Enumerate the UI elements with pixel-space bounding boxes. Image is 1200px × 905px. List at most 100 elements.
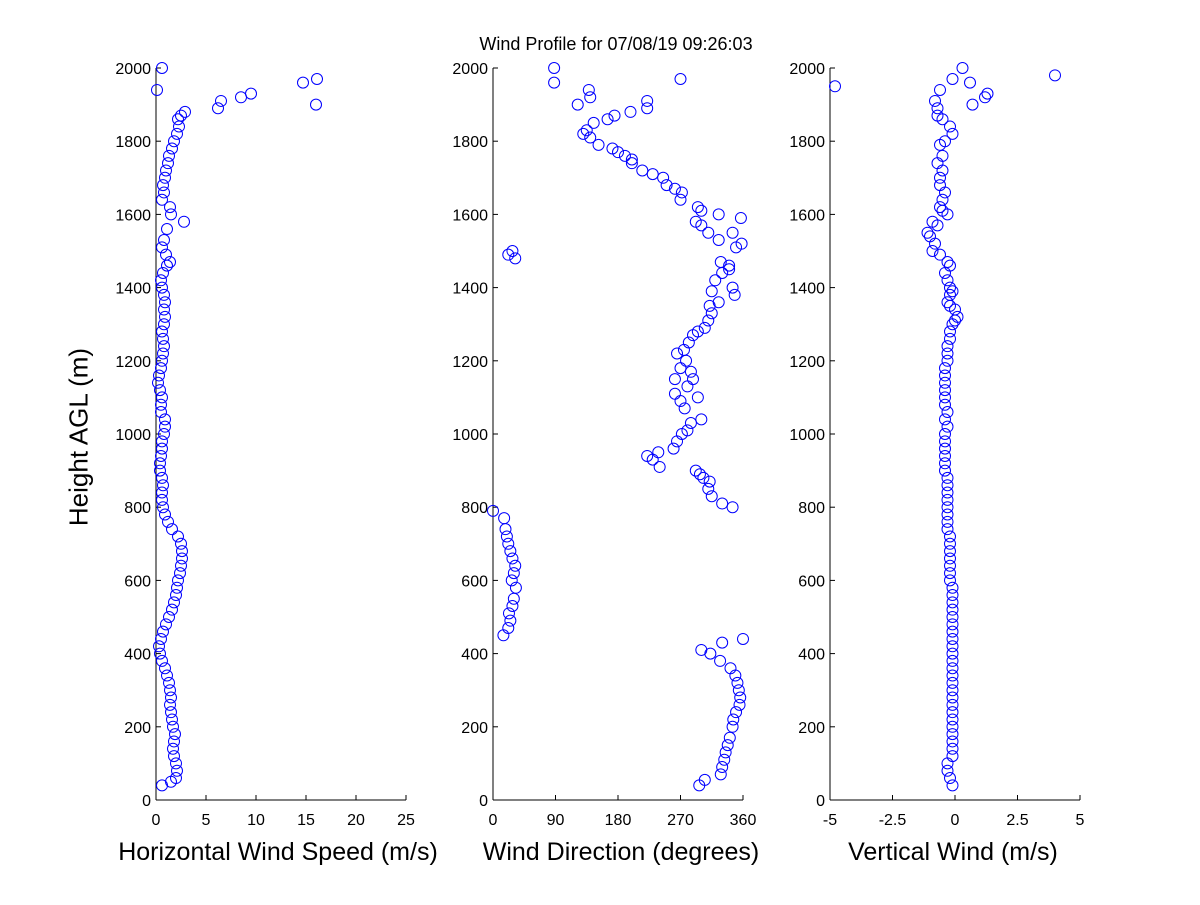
data-point: [507, 567, 520, 580]
data-point: [946, 691, 959, 704]
data-point: [939, 457, 951, 470]
data-point: [657, 171, 670, 184]
data-point: [734, 691, 747, 704]
data-point: [175, 537, 187, 550]
data-point: [641, 94, 654, 107]
data-point: [946, 611, 959, 623]
data-point: [158, 288, 170, 301]
data-point: [179, 105, 191, 118]
data-point: [689, 215, 702, 228]
y-tick-label: 1000: [452, 427, 488, 444]
y-tick-label: 1600: [789, 207, 825, 224]
x-tick-label: 15: [297, 812, 315, 829]
data-point: [156, 281, 168, 294]
data-point: [674, 362, 687, 375]
data-point: [727, 713, 740, 726]
data-point: [156, 654, 168, 667]
y-tick-label: 1800: [115, 134, 151, 151]
data-point: [716, 761, 729, 774]
data-point: [702, 482, 715, 495]
data-point: [941, 354, 954, 367]
data-point: [178, 215, 190, 228]
data-point: [941, 340, 954, 353]
data-point: [723, 263, 736, 276]
data-point: [157, 332, 169, 345]
data-point: [155, 632, 167, 645]
data-point: [504, 545, 517, 558]
data-point: [668, 387, 681, 400]
data-point: [153, 640, 165, 653]
data-point: [156, 325, 168, 338]
data-point: [156, 486, 168, 499]
x-tick-label: 0: [152, 812, 161, 829]
data-point: [939, 391, 951, 404]
y-tick-label: 400: [798, 647, 825, 664]
data-point: [671, 347, 684, 360]
data-point: [154, 384, 166, 397]
data-point: [506, 245, 519, 257]
data-point: [712, 234, 725, 247]
x-tick-label: 5: [202, 812, 211, 829]
data-point: [172, 113, 184, 126]
data-point: [504, 614, 517, 627]
data-point: [944, 530, 956, 543]
y-tick-label: 600: [461, 573, 488, 590]
data-point: [724, 662, 737, 675]
data-point: [939, 135, 951, 148]
data-point: [944, 288, 956, 301]
data-point: [734, 212, 747, 225]
data-point: [509, 559, 522, 572]
data-point: [719, 746, 732, 759]
data-point: [981, 87, 994, 100]
data-point: [164, 698, 176, 711]
data-point: [168, 735, 180, 748]
data-point: [939, 384, 951, 397]
data-point: [159, 413, 171, 426]
data-point: [941, 347, 954, 360]
data-point: [936, 164, 949, 177]
data-point: [164, 255, 176, 268]
data-point: [618, 149, 631, 162]
data-point: [652, 446, 665, 459]
data-point: [548, 62, 561, 74]
data-point: [929, 94, 941, 107]
data-point: [668, 182, 681, 195]
data-point: [939, 369, 951, 382]
data-point: [176, 545, 188, 558]
data-point: [946, 669, 959, 682]
data-point: [941, 515, 954, 528]
data-point: [726, 720, 739, 733]
data-point: [691, 201, 704, 214]
data-point: [946, 618, 959, 631]
data-point: [931, 102, 944, 115]
data-point: [680, 354, 693, 367]
data-point: [946, 706, 959, 719]
data-point: [703, 475, 716, 488]
data-point: [155, 274, 167, 287]
data-point: [509, 252, 522, 265]
data-point: [163, 676, 175, 689]
data-point: [625, 153, 638, 166]
data-point: [506, 600, 519, 613]
y-tick-label: 1400: [789, 281, 825, 298]
data-point: [160, 248, 172, 261]
y-tick-label: 1200: [115, 354, 151, 371]
data-point: [311, 72, 323, 85]
data-point: [156, 391, 168, 404]
data-point: [571, 98, 584, 111]
data-point: [681, 424, 694, 437]
data-point: [941, 406, 954, 419]
data-point: [674, 193, 687, 206]
data-point: [705, 307, 718, 320]
data-point: [653, 460, 666, 473]
data-point: [624, 105, 637, 118]
data-point: [944, 120, 956, 133]
data-point: [946, 625, 959, 638]
data-point: [157, 347, 169, 360]
data-point: [682, 336, 695, 349]
data-point: [946, 589, 959, 602]
y-axis-label: Height AGL (m): [63, 347, 94, 527]
data-point: [946, 735, 959, 748]
data-point: [939, 186, 951, 199]
data-point: [158, 186, 170, 199]
